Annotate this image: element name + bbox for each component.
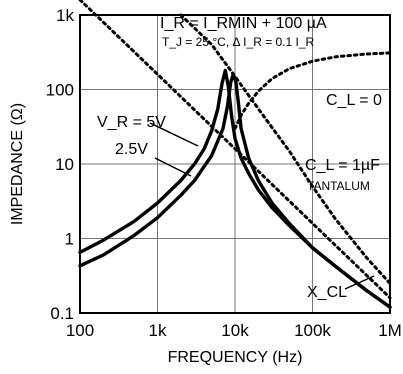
series-line-2 — [78, 72, 392, 309]
y-tick-label: 1 — [65, 230, 74, 249]
series-line-5 — [179, 13, 392, 285]
series-line-4 — [78, 0, 392, 300]
x-tick-label: 100k — [294, 321, 331, 340]
series-line-3 — [233, 51, 392, 130]
tantalum-label: TANTALUM — [307, 179, 370, 193]
cl0-label: C_L = 0 — [326, 92, 382, 109]
condition-line-2: T_J = 25 °C, Δ I_R = 0.1 I_R — [162, 35, 315, 49]
x-axis-label: FREQUENCY (Hz) — [168, 349, 303, 366]
vr25-arrow — [154, 157, 192, 177]
x-tick-label: 100 — [66, 321, 94, 340]
vr25-label: 2.5V — [115, 141, 148, 158]
x-tick-label: 10k — [221, 321, 249, 340]
xcl-label: X_CL — [307, 284, 347, 301]
vr5-label: V_R = 5V — [97, 114, 166, 131]
condition-line-1: I_R = I_RMIN + 100 µA — [160, 15, 327, 32]
vr5-arrow — [149, 122, 199, 147]
y-tick-label: 10 — [55, 155, 74, 174]
y-axis-label: IMPEDANCE (Ω) — [9, 103, 26, 225]
x-tick-label: 1k — [149, 321, 167, 340]
x-tick-label: 1M — [378, 321, 402, 340]
y-tick-label: 100 — [46, 81, 74, 100]
plot-frame — [79, 14, 391, 314]
y-tick-label: 0.1 — [50, 304, 74, 323]
xcl-arrow — [344, 275, 375, 290]
series-layer — [78, 0, 392, 309]
cl1-label: C_L = 1µF — [305, 157, 380, 174]
tick-labels: 100 1k 10k 100k 1M 0.1 1 10 100 1k — [46, 6, 402, 340]
y-tick-label: 1k — [56, 6, 74, 25]
